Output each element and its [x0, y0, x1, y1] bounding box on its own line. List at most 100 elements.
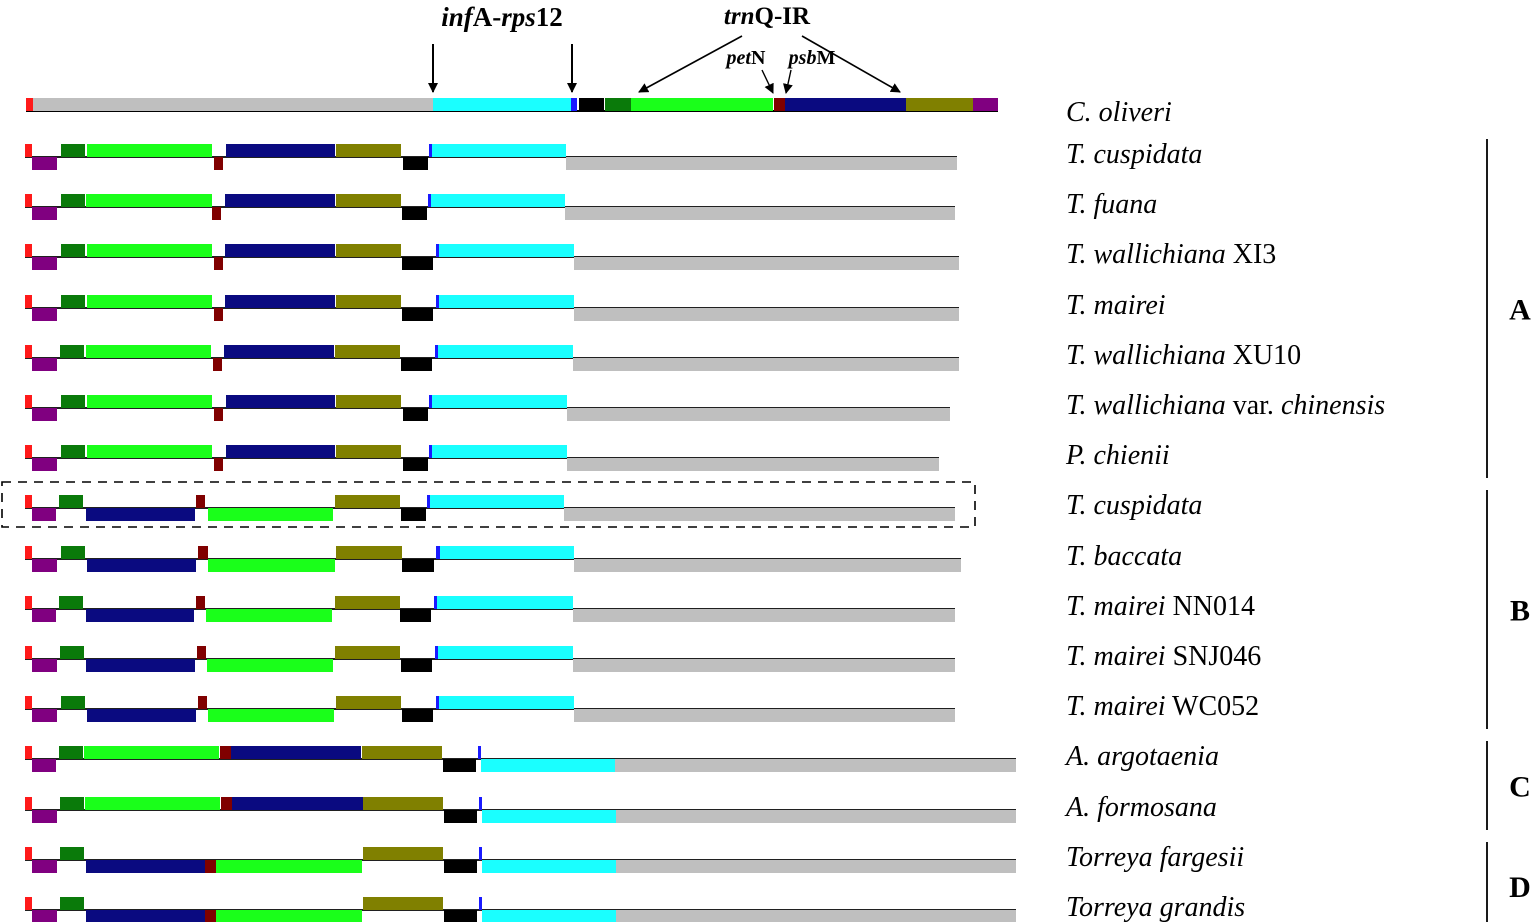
segment-above-maroon: [220, 746, 231, 759]
segment-above-red: [25, 646, 32, 659]
species-label-italic: A. argotaenia: [1064, 741, 1219, 772]
segment-below-navy: [86, 508, 195, 521]
group-label: B: [1510, 595, 1530, 628]
species-label: T. wallichiana var. chinensis: [1066, 390, 1385, 421]
segment-below-gray: [574, 559, 961, 572]
segment-above-red: [25, 596, 32, 609]
segment-above-blue: [429, 445, 432, 458]
species-row: T. wallichiana XU10: [25, 340, 1301, 371]
segment-below-lime: [208, 559, 335, 572]
arrow-to-petn: [761, 69, 774, 94]
segment-above-red: [25, 746, 32, 759]
segment-above-blue: [436, 244, 439, 257]
species-row: T. cuspidata: [25, 490, 1202, 521]
segment-above-blue: [479, 847, 482, 860]
segment-above-lime: [87, 295, 212, 308]
segment-below-navy: [86, 910, 205, 922]
segment-above-blue: [427, 495, 430, 508]
segment-above-cyan: [439, 295, 574, 308]
species-label: T. wallichiana XI3: [1066, 239, 1276, 270]
arrow-to-psbm: [783, 69, 793, 94]
species-label-italic: T. wallichiana: [1066, 340, 1226, 371]
segment-below-purple: [32, 157, 57, 170]
segment-below-black: [403, 408, 428, 421]
species-label-italic: T. fuana: [1066, 189, 1157, 220]
segment-above-maroon: [196, 596, 205, 609]
segment-below-black: [402, 709, 433, 722]
reference-segment-red: [26, 98, 33, 111]
segment-above-darkgreen: [61, 696, 85, 709]
segment-above-navy: [226, 445, 335, 458]
segment-above-red: [25, 847, 32, 860]
species-label-italic: P. chienii: [1065, 440, 1170, 471]
segment-below-gray: [566, 157, 957, 170]
species-label: T. mairei: [1066, 290, 1166, 321]
segment-below-black: [402, 207, 427, 220]
segment-below-purple: [32, 559, 57, 572]
arrow-to-trnq-left: [638, 35, 743, 93]
segment-above-darkgreen: [59, 495, 83, 508]
segment-below-gray: [567, 408, 950, 421]
segment-above-darkgreen: [61, 295, 85, 308]
segment-above-lime: [86, 345, 211, 358]
segment-below-purple: [32, 759, 56, 772]
segment-above-cyan: [432, 445, 567, 458]
reference-segment-blue: [571, 98, 577, 111]
segment-below-lime: [208, 709, 334, 722]
segment-above-darkgreen: [60, 646, 84, 659]
reference-segment-cyan: [433, 98, 571, 111]
segment-below-purple: [32, 458, 57, 471]
species-label-plain: NN014: [1166, 591, 1255, 622]
species-label-reference: C. oliveri: [1066, 97, 1172, 128]
segment-above-red: [25, 295, 32, 308]
segment-below-purple: [32, 257, 57, 270]
group-label: A: [1509, 294, 1531, 327]
segment-below-black: [402, 559, 434, 572]
annotation-psbm-label: psbM: [787, 47, 836, 69]
species-row: Torreya grandis: [25, 892, 1245, 922]
segment-above-red: [25, 797, 32, 810]
segment-above-navy: [225, 295, 335, 308]
segment-below-purple: [32, 308, 57, 321]
segment-below-gray: [573, 609, 955, 622]
segment-below-maroon: [214, 257, 223, 270]
segment-above-blue: [436, 295, 439, 308]
segment-below-black: [401, 358, 432, 371]
segment-below-black: [402, 308, 433, 321]
segment-below-gray: [574, 308, 959, 321]
arrow-to-trnq-right: [801, 35, 901, 93]
reference-row: [26, 98, 998, 112]
species-label: Torreya grandis: [1066, 892, 1245, 922]
group-brackets: A B C D: [1486, 139, 1531, 922]
annotation-trnq-ir-label: trnQ-IR: [724, 3, 811, 30]
species-label-italic: T. mairei: [1066, 591, 1166, 622]
segment-below-gray: [574, 257, 959, 270]
segment-above-lime: [84, 746, 219, 759]
annotation-psbm: psbM: [783, 47, 836, 94]
segment-below-gray: [574, 709, 955, 722]
segment-above-olive: [363, 897, 443, 910]
segment-below-black: [443, 759, 476, 772]
segment-above-navy: [232, 797, 363, 810]
segment-above-red: [25, 345, 32, 358]
group-label: C: [1509, 771, 1531, 804]
species-row: T. fuana: [25, 189, 1157, 220]
segment-above-navy: [225, 244, 335, 257]
segment-above-darkgreen: [60, 847, 84, 860]
segment-below-lime: [216, 860, 362, 873]
segment-below-navy: [86, 860, 205, 873]
segment-above-darkgreen: [61, 194, 85, 207]
species-label-italic2: chinensis: [1281, 390, 1385, 421]
segment-above-cyan: [439, 244, 574, 257]
segment-above-blue: [429, 395, 432, 408]
segment-below-gray: [564, 508, 955, 521]
segment-below-purple: [32, 358, 57, 371]
segment-above-navy: [226, 395, 335, 408]
segment-above-lime: [85, 797, 220, 810]
species-label: T. mairei WC052: [1066, 691, 1259, 722]
segment-above-olive: [336, 295, 401, 308]
species-label: A. formosana: [1064, 792, 1217, 823]
reference-segment-purple: [973, 98, 998, 111]
segment-below-black: [401, 508, 426, 521]
segment-below-black: [403, 157, 428, 170]
